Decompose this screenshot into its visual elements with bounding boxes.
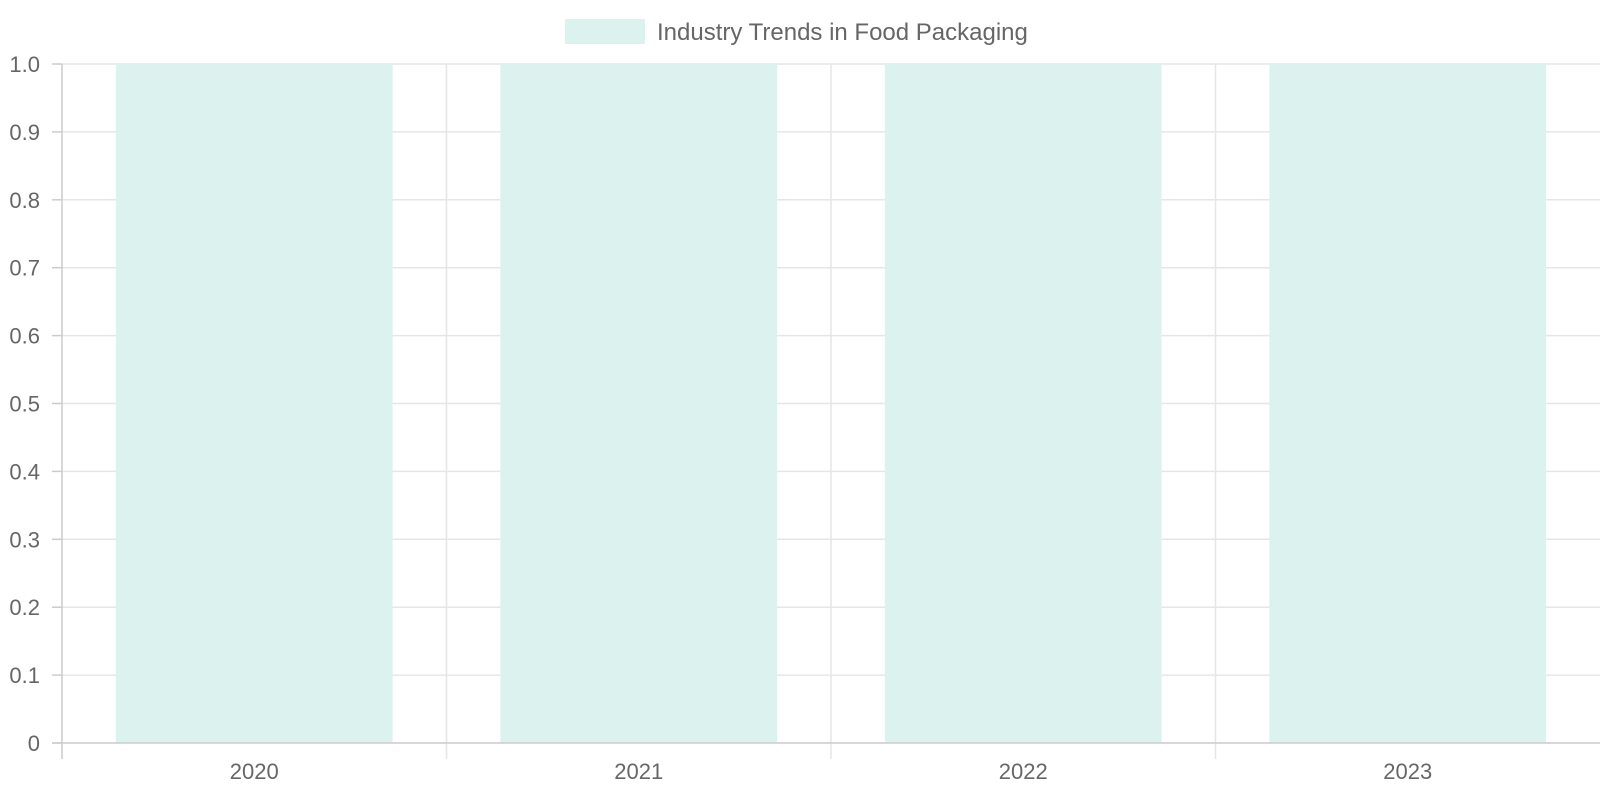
y-tick-label: 0.8: [9, 188, 40, 213]
x-tick-label: 2022: [999, 759, 1048, 784]
x-tick-label: 2021: [614, 759, 663, 784]
bar-2022[interactable]: [884, 64, 1162, 743]
x-tick-label: 2020: [230, 759, 279, 784]
y-tick-label: 0.7: [9, 256, 40, 281]
y-tick-label: 0: [28, 731, 40, 756]
bar-2021[interactable]: [500, 64, 778, 743]
x-tick-label: 2023: [1383, 759, 1432, 784]
bar-2020[interactable]: [115, 64, 393, 743]
y-tick-label: 0.3: [9, 527, 40, 552]
y-tick-label: 0.1: [9, 663, 40, 688]
x-tick-labels: 2020 2021 2022 2023: [230, 759, 1432, 784]
legend-label[interactable]: Industry Trends in Food Packaging: [657, 19, 1028, 46]
y-tick-labels: 0 0.1 0.2 0.3 0.4 0.5 0.6 0.7 0.8 0.9 1.0: [9, 52, 40, 756]
y-tick-label: 0.6: [9, 324, 40, 349]
y-tick-label: 0.2: [9, 595, 40, 620]
y-tick-label: 0.4: [9, 459, 40, 484]
bars: [115, 64, 1547, 743]
bar-2023[interactable]: [1269, 64, 1547, 743]
legend[interactable]: Industry Trends in Food Packaging: [565, 19, 1028, 46]
y-tick-label: 0.9: [9, 120, 40, 145]
legend-swatch[interactable]: [565, 19, 645, 44]
y-tick-label: 0.5: [9, 392, 40, 417]
axes: [52, 63, 1600, 759]
y-tick-label: 1.0: [9, 52, 40, 77]
